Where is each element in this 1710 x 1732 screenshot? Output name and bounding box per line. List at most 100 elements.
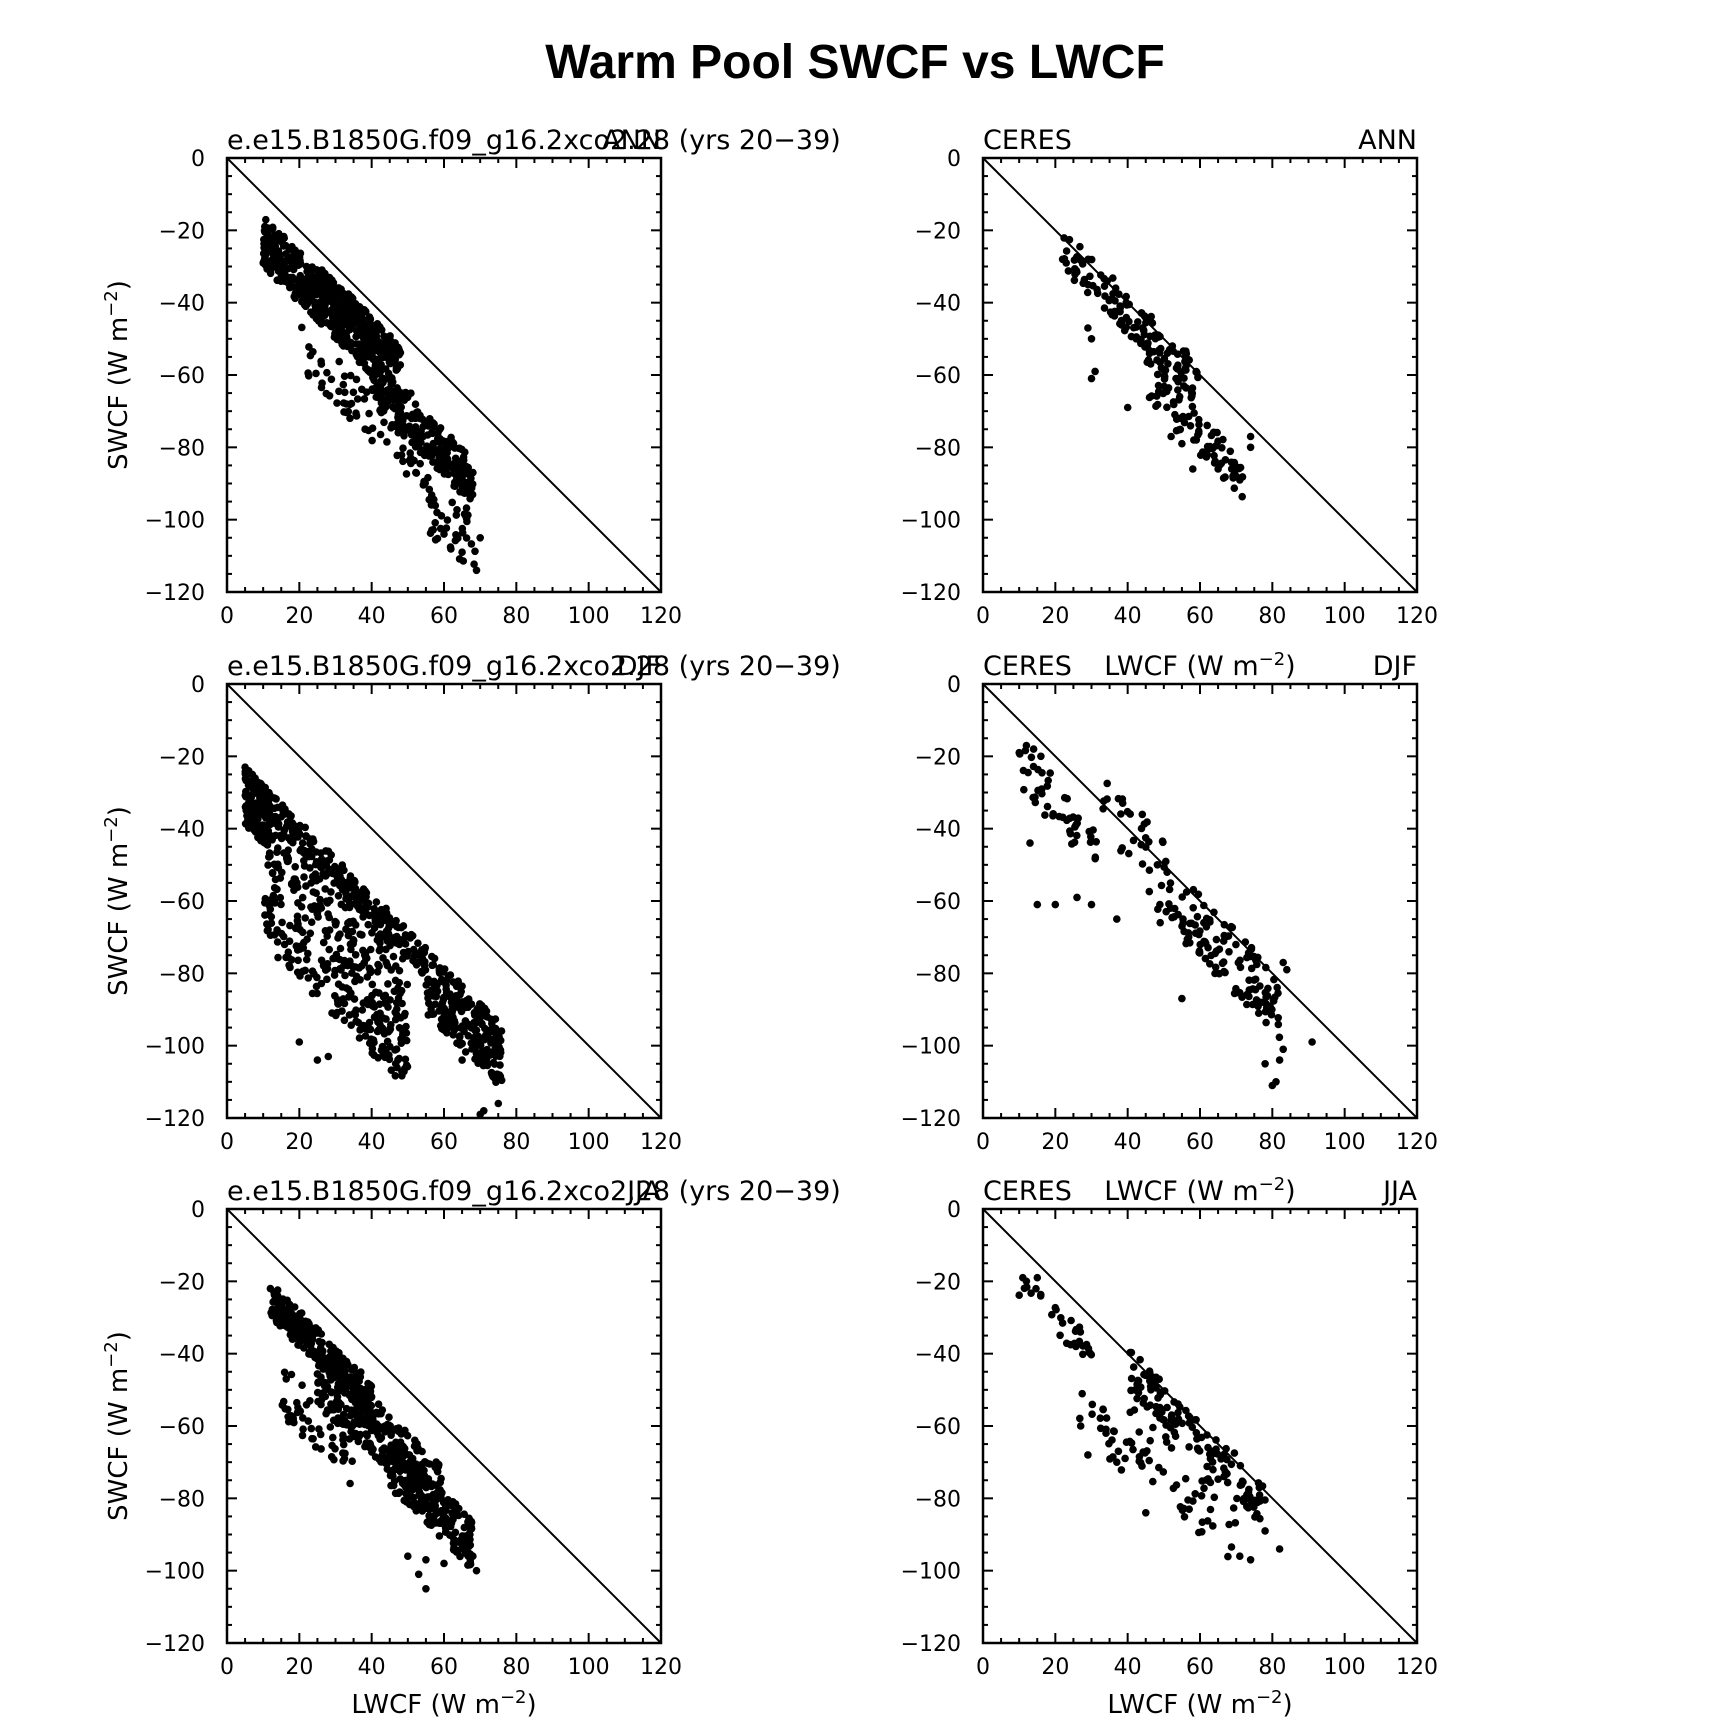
scatter-point <box>1218 959 1227 968</box>
scatter-point <box>1157 364 1166 372</box>
scatter-point <box>261 812 269 820</box>
scatter-point <box>1174 910 1182 919</box>
scatter-point <box>407 459 415 468</box>
y-tick-label: −120 <box>901 1107 961 1132</box>
scatter-point <box>364 920 373 929</box>
scatter-point <box>293 912 302 921</box>
scatter-point <box>1158 837 1167 845</box>
scatter-point <box>472 1566 481 1575</box>
scatter-point <box>461 1548 470 1556</box>
scatter-point <box>327 888 335 896</box>
scatter-point <box>278 868 286 877</box>
scatter-point <box>328 284 336 293</box>
scatter-point <box>1156 1391 1165 1399</box>
scatter-point <box>377 1024 386 1032</box>
scatter-point <box>436 524 445 533</box>
scatter-point <box>450 1500 459 1509</box>
scatter-point <box>390 359 399 367</box>
scatter-point <box>1195 415 1203 424</box>
x-tick-label: 40 <box>1114 1655 1142 1680</box>
scatter-point <box>295 1038 304 1046</box>
scatter-point <box>385 1413 393 1421</box>
scatter-point <box>337 285 345 294</box>
scatter-point <box>1191 1490 1199 1498</box>
scatter-point <box>340 866 348 875</box>
scatter-point <box>1164 384 1173 392</box>
scatter-point <box>377 399 386 407</box>
scatter-point <box>1227 1460 1236 1469</box>
scatter-point <box>1158 1408 1166 1416</box>
y-tick-label: −40 <box>159 1343 205 1368</box>
scatter-point <box>423 442 431 451</box>
scatter-point <box>331 917 339 926</box>
scatter-point <box>1129 1363 1138 1371</box>
scatter-point <box>1220 1450 1228 1459</box>
scatter-point <box>352 375 361 384</box>
scatter-point <box>1135 1428 1143 1436</box>
scatter-point <box>424 473 432 482</box>
scatter-point <box>431 1000 440 1008</box>
scatter-point <box>250 784 259 792</box>
scatter-point <box>1222 1444 1230 1453</box>
scatter-point <box>389 395 398 404</box>
y-tick-label: −40 <box>159 292 205 317</box>
scatter-point <box>1178 1506 1187 1514</box>
scatter-point <box>248 770 257 779</box>
scatter-point <box>361 425 369 434</box>
y-tick-label: −100 <box>145 1560 205 1585</box>
scatter-point <box>316 901 324 909</box>
scatter-point <box>1131 1386 1139 1394</box>
scatter-point <box>470 1018 478 1027</box>
scatter-point <box>462 462 470 471</box>
scatter-point <box>1087 374 1096 383</box>
scatter-point <box>1084 324 1092 332</box>
scatter-point <box>399 948 408 957</box>
scatter-point <box>327 375 336 384</box>
scatter-point <box>302 262 311 271</box>
scatter-point <box>1213 1450 1222 1458</box>
scatter-point <box>1189 465 1197 473</box>
panel-center-label: LWCF (W m−2) <box>1104 1174 1295 1208</box>
scatter-point <box>1264 984 1272 993</box>
scatter-point <box>339 1410 348 1419</box>
y-tick-label: −80 <box>159 1487 205 1512</box>
x-tick-label: 0 <box>976 604 990 629</box>
scatter-point <box>1181 1474 1190 1483</box>
scatter-point <box>320 306 329 315</box>
scatter-point <box>411 437 420 445</box>
scatter-point <box>378 1406 387 1414</box>
scatter-point <box>1088 1400 1097 1409</box>
scatter-point <box>1029 762 1038 771</box>
x-tick-label: 0 <box>220 1130 234 1155</box>
scatter-point <box>1232 984 1240 993</box>
scatter-point <box>1109 1427 1118 1435</box>
scatter-point <box>1062 247 1071 255</box>
scatter-point <box>412 468 420 477</box>
scatter-point <box>277 1309 286 1318</box>
x-tick-label: 20 <box>285 604 313 629</box>
scatter-point <box>1148 319 1157 327</box>
scatter-point <box>1163 349 1172 358</box>
scatter-point <box>1113 915 1121 923</box>
scatter-point <box>367 331 375 340</box>
scatter-point <box>468 481 476 490</box>
scatter-point <box>1096 1424 1105 1433</box>
scatter-point <box>1196 927 1204 935</box>
scatter-point <box>351 921 360 929</box>
scatter-point <box>305 1350 313 1358</box>
scatter-point <box>293 883 302 891</box>
scatter-point <box>470 560 478 568</box>
scatter-point <box>1245 951 1254 959</box>
scatter-point <box>390 348 399 357</box>
scatter-point <box>440 530 448 538</box>
y-tick-label: −20 <box>159 1270 205 1295</box>
scatter-point <box>322 389 331 398</box>
scatter-point <box>312 369 320 378</box>
scatter-point <box>1089 826 1097 834</box>
scatter-point <box>1136 1355 1144 1364</box>
scatter-point <box>1137 339 1145 348</box>
scatter-point <box>351 1395 359 1404</box>
scatter-point <box>342 1421 351 1429</box>
scatter-point <box>1167 1444 1176 1452</box>
scatter-point <box>296 925 304 934</box>
